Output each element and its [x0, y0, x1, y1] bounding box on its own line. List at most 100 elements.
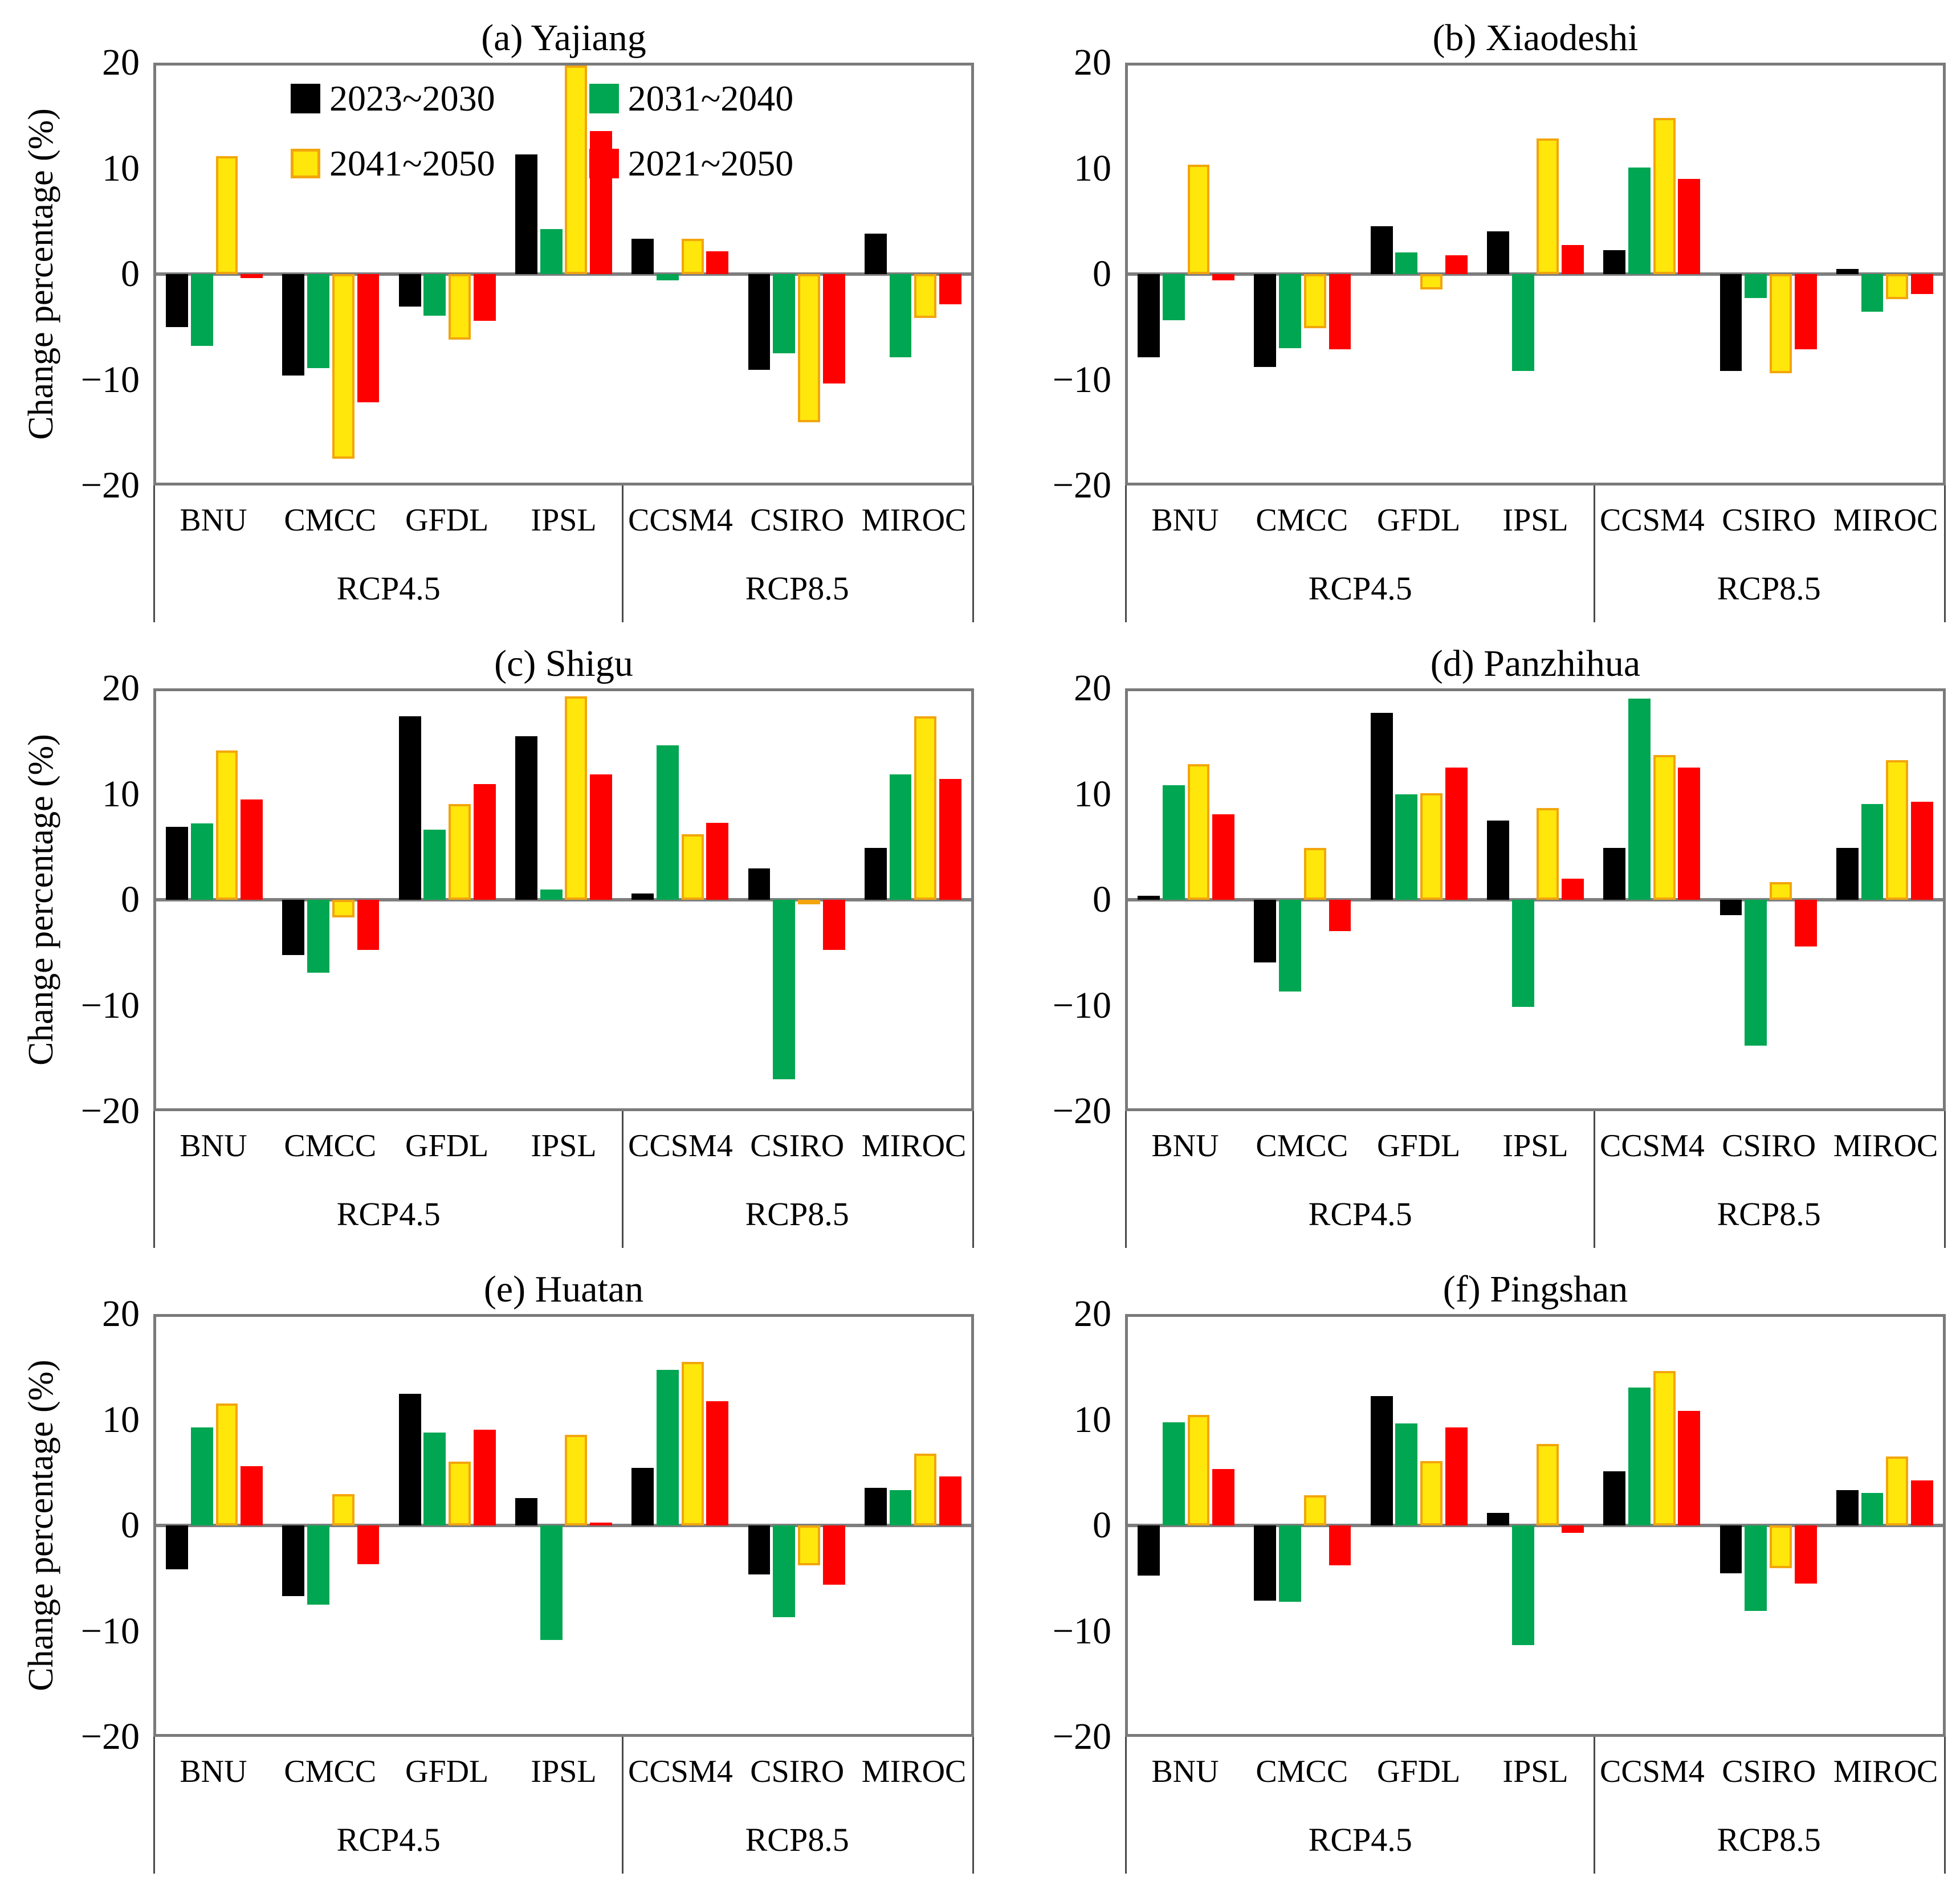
bar-miroc-2041-2050: [914, 716, 937, 900]
bar-gfdl-2023-2030: [1370, 1396, 1393, 1525]
legend: 2023~2030 2031~2040 2041~2050 2021~2050: [290, 78, 793, 183]
bar-cmcc-2021-2050: [1329, 1525, 1351, 1565]
bar-ccsm4-2023-2030: [631, 893, 654, 900]
bar-group-ipsl: [506, 1317, 622, 1734]
bar-miroc-2021-2050: [1910, 274, 1933, 294]
x-category-label-bnu: BNU: [180, 1754, 247, 1789]
bar-group-ccsm4: [1594, 1317, 1710, 1734]
legend-label: 2041~2050: [329, 143, 495, 183]
y-tick-label: 20: [1074, 42, 1111, 83]
bar-ipsl-2023-2030: [515, 154, 537, 274]
bar-ipsl-2021-2050: [1562, 1525, 1584, 1533]
bar-cmcc-2041-2050: [1303, 847, 1326, 900]
bar-group-csiro: [738, 66, 854, 483]
plot-area: [1125, 63, 1946, 485]
bar-ipsl-2041-2050: [565, 66, 588, 274]
scenario-divider-line: [1594, 485, 1596, 622]
bar-bnu-2021-2050: [1212, 274, 1235, 280]
x-category-label-ccsm4: CCSM4: [1600, 1754, 1705, 1789]
scenario-divider-line: [622, 1737, 624, 1874]
x-category-label-ipsl: IPSL: [531, 1754, 597, 1789]
bar-group-csiro: [1710, 1317, 1826, 1734]
x-category-label-ccsm4: CCSM4: [628, 1128, 733, 1164]
bar-cmcc-2021-2050: [357, 274, 380, 403]
zero-line: [156, 1524, 971, 1527]
bar-bnu-2031-2040: [1162, 274, 1185, 320]
x-category-label-miroc: MIROC: [1833, 503, 1938, 538]
bar-ipsl-2021-2050: [590, 774, 612, 900]
bar-miroc-2041-2050: [1886, 274, 1909, 299]
bar-group-bnu: [156, 691, 272, 1108]
bar-ipsl-2041-2050: [1537, 138, 1559, 274]
plot-area: [153, 688, 974, 1111]
bar-csiro-2021-2050: [822, 900, 845, 950]
bar-bnu-2021-2050: [241, 799, 263, 900]
panel-left-spacer: [1014, 688, 1040, 1111]
x-scenario-row: RCP4.5 RCP8.5: [155, 1181, 972, 1248]
y-tick-label: 10: [102, 773, 140, 815]
bar-group-bnu: [1128, 691, 1244, 1108]
bar-bnu-2041-2050: [1187, 1415, 1210, 1525]
y-tick-label: −20: [80, 1090, 140, 1132]
y-tick-label: 20: [102, 667, 140, 709]
y-tick-label: 0: [1093, 879, 1111, 920]
x-scenario-label-rcp4-5: RCP4.5: [336, 1196, 441, 1233]
bar-bnu-2023-2030: [1138, 1525, 1160, 1576]
x-scenario-label-rcp4-5: RCP4.5: [1308, 1821, 1412, 1858]
x-category-label-miroc: MIROC: [861, 1128, 967, 1164]
bar-ccsm4-2031-2040: [1628, 698, 1651, 900]
x-category-label-cmcc: CMCC: [1256, 503, 1348, 538]
bar-bnu-2041-2050: [1187, 764, 1210, 900]
y-tick-label: 0: [121, 253, 140, 295]
panel-c: (c) Shigu Change percentage (%) 20 10 0 −10 −2…: [14, 634, 974, 1248]
legend-label: 2023~2030: [329, 78, 495, 119]
bar-gfdl-2031-2040: [423, 1433, 446, 1525]
legend-swatch: [589, 84, 619, 113]
bar-ccsm4-2031-2040: [657, 1370, 679, 1525]
y-axis-ticks: 20 10 0 −10 −20: [1040, 670, 1125, 1130]
bar-bnu-2021-2050: [241, 274, 263, 279]
y-tick-label: 20: [1074, 667, 1111, 709]
bar-ipsl-2021-2050: [1562, 879, 1584, 900]
scenario-divider-line: [1594, 1737, 1596, 1874]
x-category-label-miroc: MIROC: [1833, 1128, 1938, 1164]
y-axis-ticks: 20 10 0 −10 −20: [1040, 44, 1125, 504]
bar-ipsl-2021-2050: [1562, 244, 1584, 274]
bar-csiro-2023-2030: [1719, 274, 1742, 372]
x-category-label-bnu: BNU: [180, 503, 247, 538]
bar-miroc-2023-2030: [1836, 268, 1859, 274]
x-scenario-label-rcp4-5: RCP4.5: [1308, 570, 1412, 607]
bar-bnu-2023-2030: [166, 1525, 188, 1569]
bar-group-cmcc: [1244, 691, 1360, 1108]
bar-miroc-2021-2050: [939, 274, 961, 305]
bar-cmcc-2021-2050: [1329, 900, 1351, 931]
bar-ccsm4-2041-2050: [1653, 754, 1676, 900]
panel-d: (d) Panzhihua 20 10 0 −10 −20 BNU CMCC GFDL IPSL C…: [1014, 634, 1946, 1248]
bar-group-ccsm4: [622, 1317, 738, 1734]
bar-cmcc-2023-2030: [1254, 274, 1277, 367]
bar-cmcc-2031-2040: [307, 1525, 329, 1605]
bar-csiro-2023-2030: [748, 1525, 771, 1574]
bar-cmcc-2023-2030: [1254, 900, 1277, 962]
bar-ccsm4-2023-2030: [1603, 250, 1626, 274]
bar-csiro-2041-2050: [1769, 882, 1792, 900]
x-category-label-ipsl: IPSL: [1502, 1754, 1568, 1789]
bar-csiro-2041-2050: [797, 274, 820, 422]
y-tick-label: 20: [102, 1293, 140, 1335]
bar-ccsm4-2021-2050: [706, 822, 729, 900]
bar-miroc-2031-2040: [889, 774, 912, 900]
x-category-label-csiro: CSIRO: [750, 1128, 845, 1164]
bar-bnu-2031-2040: [190, 1427, 213, 1525]
bar-group-csiro: [738, 691, 854, 1108]
panel-e: (e) Huatan Change percentage (%) 20 10 0 −10 −…: [14, 1259, 974, 1874]
bar-ipsl-2041-2050: [1537, 1444, 1559, 1525]
bar-group-bnu: [1128, 66, 1244, 483]
bar-group-cmcc: [272, 691, 389, 1108]
x-category-label-bnu: BNU: [1151, 1754, 1219, 1789]
x-scenario-label-rcp4-5: RCP4.5: [336, 1821, 441, 1858]
bar-ipsl-2031-2040: [540, 1525, 563, 1641]
bar-group-gfdl: [389, 1317, 506, 1734]
bar-csiro-2023-2030: [1719, 1525, 1742, 1574]
bar-cmcc-2031-2040: [1279, 1525, 1301, 1602]
y-tick-label: −10: [80, 358, 140, 401]
